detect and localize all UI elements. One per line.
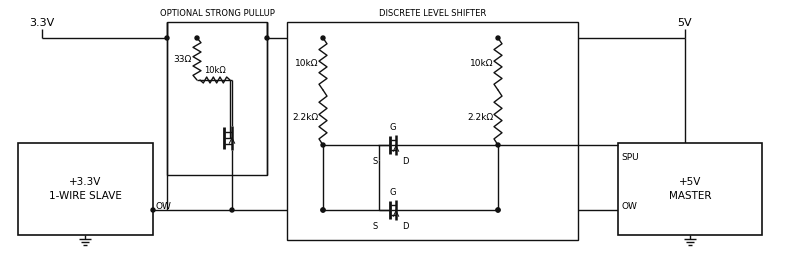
Text: D: D: [402, 157, 408, 166]
Text: SPU: SPU: [621, 153, 638, 163]
Bar: [167, 22, 267, 175]
Circle shape: [165, 36, 169, 40]
Text: +5V: +5V: [679, 177, 701, 187]
Circle shape: [151, 208, 155, 212]
Circle shape: [321, 208, 325, 212]
Text: OW: OW: [155, 202, 171, 211]
Text: D: D: [402, 222, 408, 231]
Circle shape: [496, 208, 500, 212]
Text: 3.3V: 3.3V: [30, 18, 54, 28]
Text: S: S: [372, 222, 378, 231]
Circle shape: [265, 36, 269, 40]
Bar: [287, 22, 578, 240]
Text: G: G: [390, 188, 396, 197]
Text: S: S: [372, 157, 378, 166]
Circle shape: [496, 143, 500, 147]
Text: OW: OW: [621, 202, 637, 211]
Text: 2.2kΩ: 2.2kΩ: [467, 113, 493, 122]
Circle shape: [321, 143, 325, 147]
Circle shape: [195, 36, 199, 40]
Text: G: G: [390, 123, 396, 132]
Text: +3.3V: +3.3V: [70, 177, 102, 187]
Text: MASTER: MASTER: [669, 191, 711, 201]
Circle shape: [496, 208, 500, 212]
Text: 10kΩ: 10kΩ: [294, 60, 318, 68]
Text: 10kΩ: 10kΩ: [470, 60, 493, 68]
Text: 33Ω: 33Ω: [174, 55, 192, 63]
Text: 2.2kΩ: 2.2kΩ: [292, 113, 318, 122]
Text: OPTIONAL STRONG PULLUP: OPTIONAL STRONG PULLUP: [159, 9, 274, 18]
Circle shape: [321, 36, 325, 40]
Text: 1-WIRE SLAVE: 1-WIRE SLAVE: [49, 191, 122, 201]
Circle shape: [321, 208, 325, 212]
Circle shape: [230, 208, 234, 212]
Text: 10kΩ: 10kΩ: [204, 66, 226, 75]
Text: DISCRETE LEVEL SHIFTER: DISCRETE LEVEL SHIFTER: [379, 9, 486, 18]
Text: 5V: 5V: [678, 18, 692, 28]
Bar: [618, 143, 762, 235]
Bar: [18, 143, 153, 235]
Circle shape: [496, 36, 500, 40]
